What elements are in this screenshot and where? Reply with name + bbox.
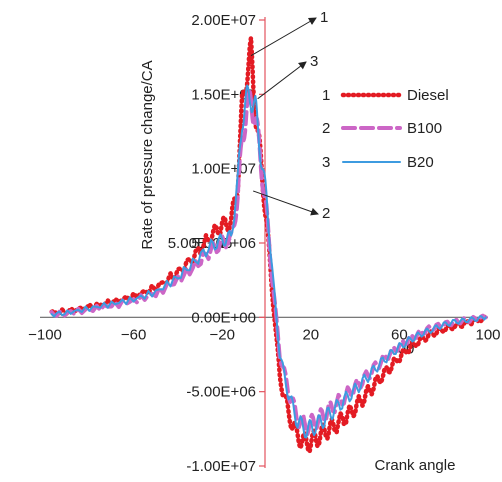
y-axis-title: Rate of pressure change/CA [139,60,156,249]
series-line-diesel [49,35,489,454]
series-line-b20 [50,84,487,439]
x-tick-label: −60 [121,326,146,343]
annotation-arrow [257,61,307,100]
x-tick-label: −20 [209,326,234,343]
y-tick-label: -1.00E+07 [186,458,256,475]
y-tick-label: 1.00E+07 [191,161,256,178]
x-axis-title: Crank angle [375,457,456,474]
y-tick-label: 2.00E+07 [191,12,256,29]
annotation-layer: 132 [250,9,330,222]
series-line-b100 [49,88,488,436]
annotation-label: 3 [310,53,318,70]
annotation-arrow [253,190,319,216]
legend-number: 1 [322,87,330,104]
y-tick-label: -5.00E+06 [186,384,256,401]
legend-number: 2 [322,120,330,137]
legend-number: 3 [322,154,330,171]
legend-label: Diesel [407,87,449,104]
annotation-arrow [250,17,317,57]
x-tick-label: 20 [302,326,319,343]
annotation-label: 2 [322,205,330,222]
series-layer [49,35,489,454]
y-tick-label: 0.00E+00 [191,309,256,326]
x-tick-label: 100 [475,326,500,343]
y-tick-label: 1.50E+07 [191,86,256,103]
axes-layer: 2.00E+071.50E+071.00E+075.00E+060.00E+00… [28,12,500,475]
legend-label: B20 [407,154,434,171]
legend-label: B100 [407,120,442,137]
x-tick-label: 60 [391,326,408,343]
legend: 1 Diesel 2 B100 3 B20 [322,87,449,171]
annotation-label: 1 [320,9,328,26]
x-tick-label: −100 [28,326,62,343]
